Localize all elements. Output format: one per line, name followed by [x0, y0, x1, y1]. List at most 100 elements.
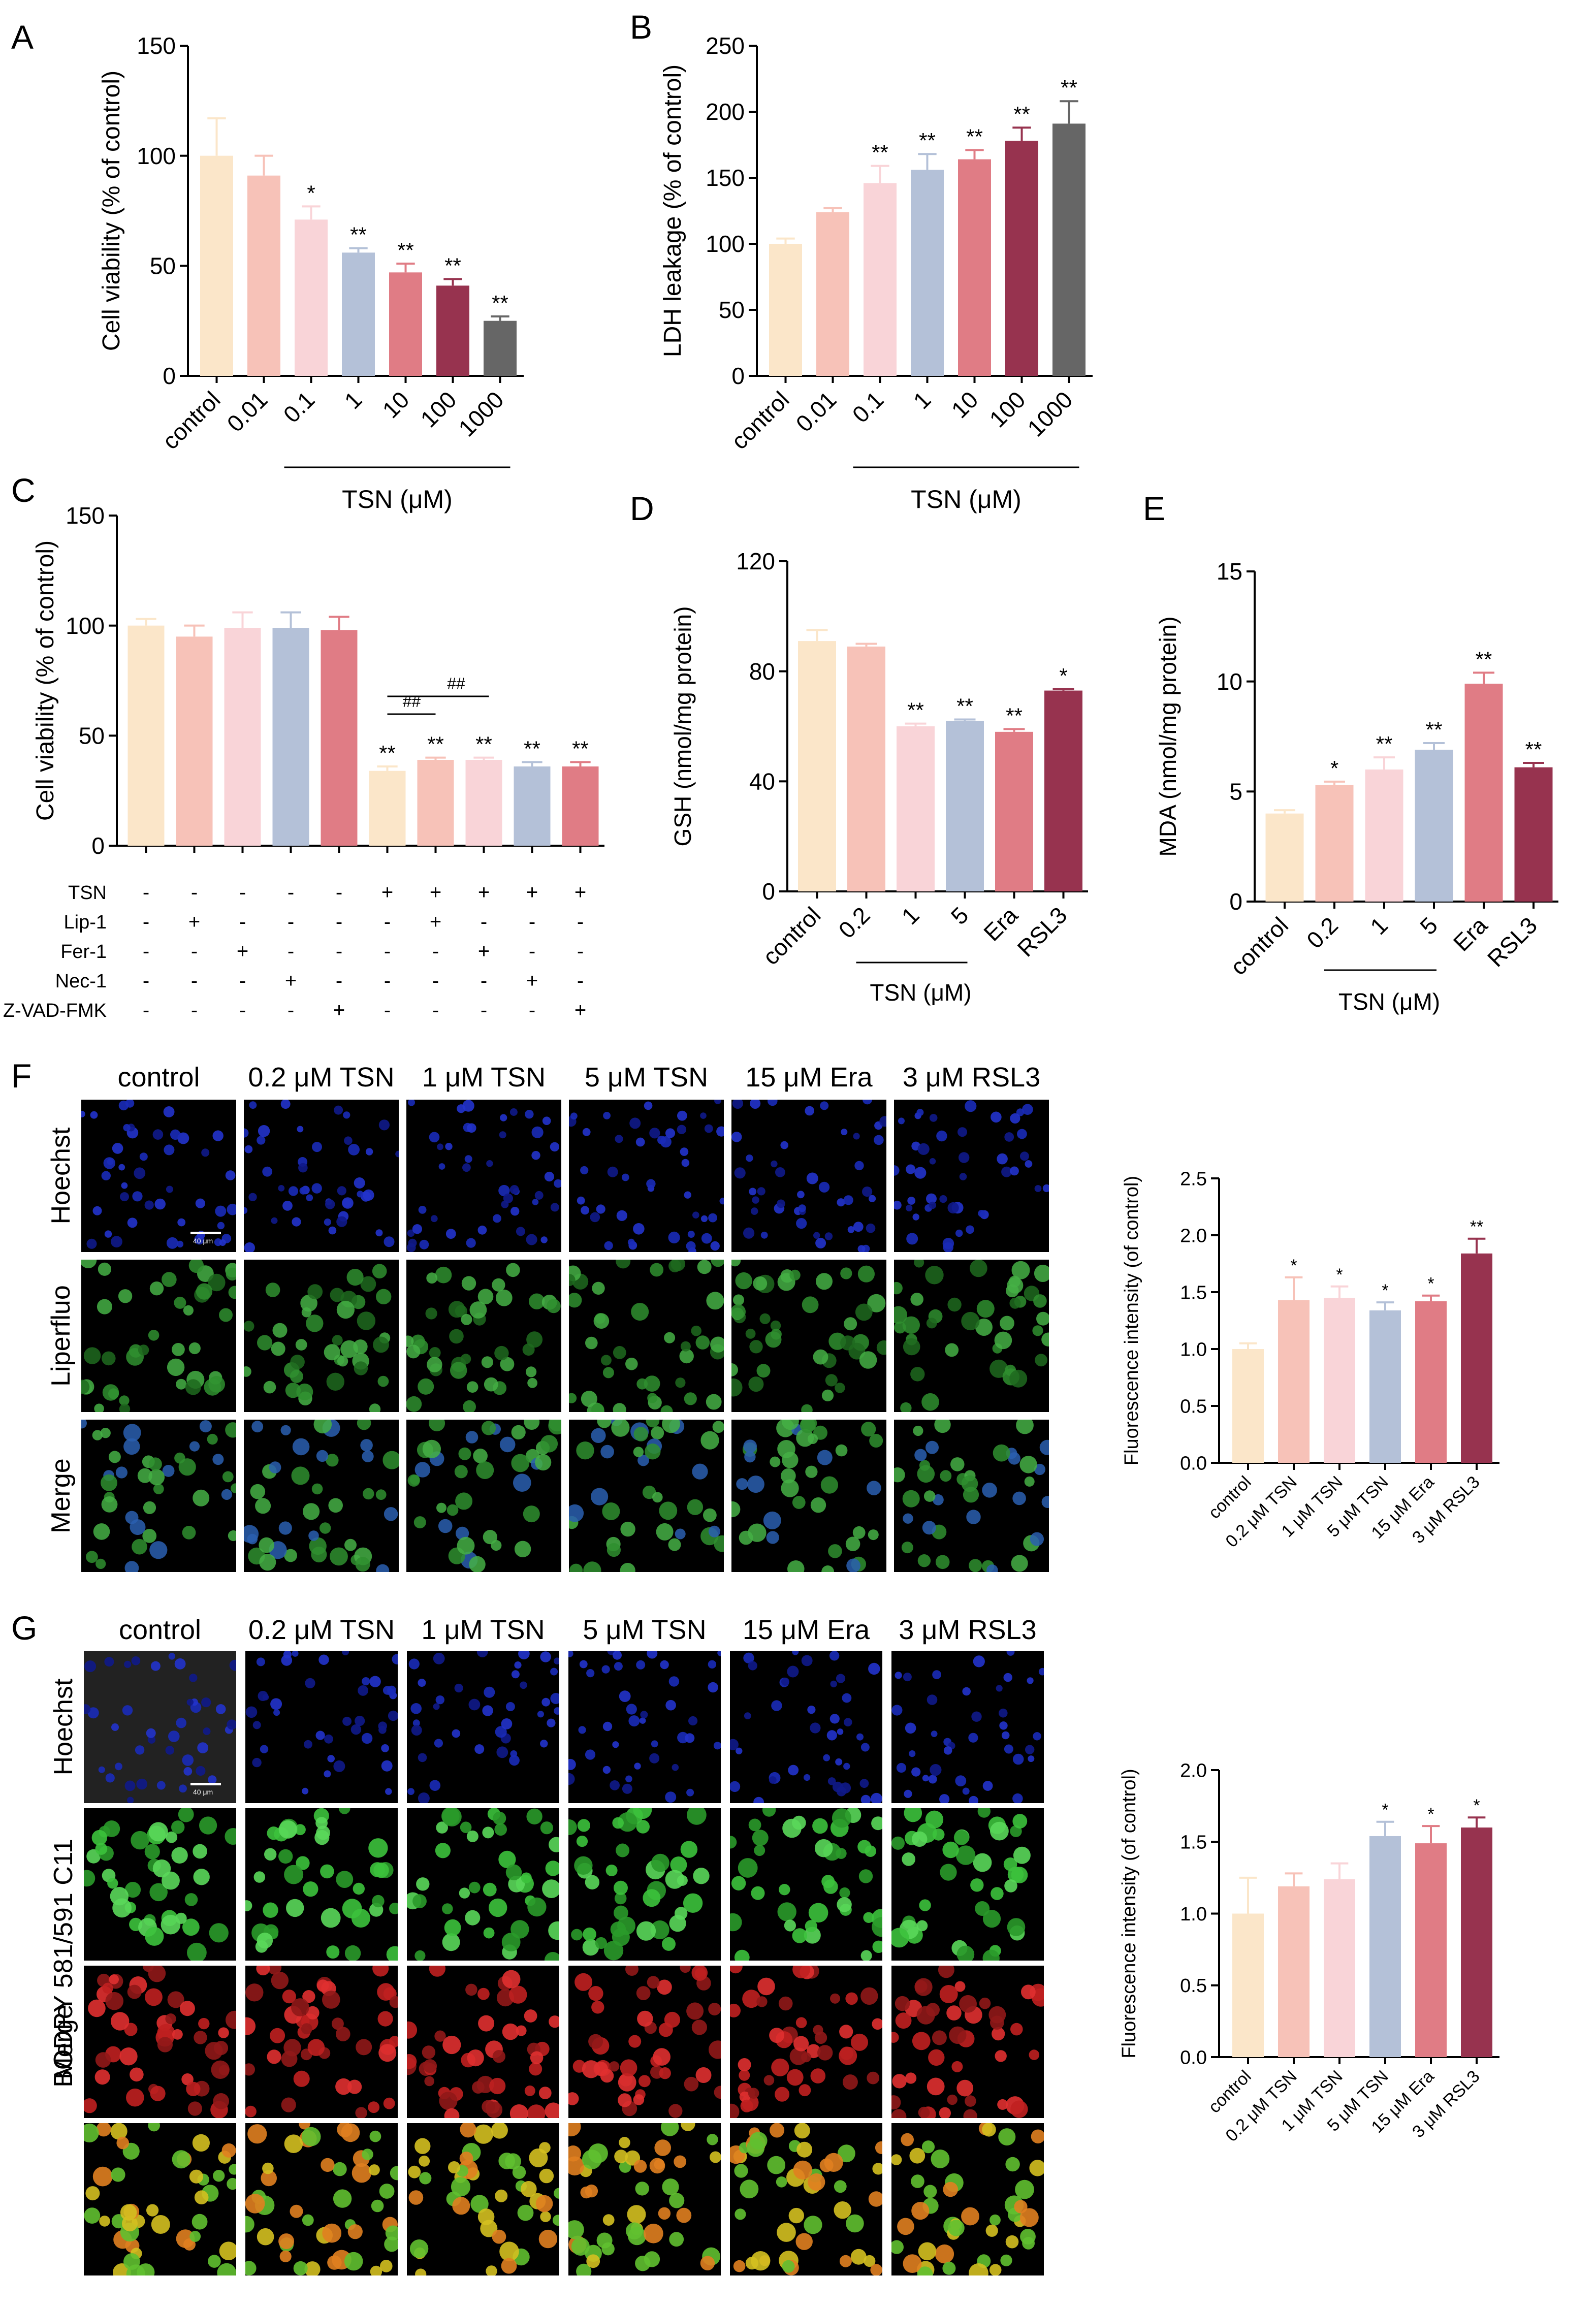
cell-dot: [727, 1739, 739, 1750]
cell-dot: [620, 1521, 635, 1537]
cell-dot: [949, 2026, 967, 2044]
cell-dot: [92, 1206, 102, 1215]
cell-dot: [947, 2227, 960, 2240]
cell-dot: [633, 1223, 645, 1235]
cell-dot: [257, 2228, 274, 2246]
cell-dot: [466, 2167, 480, 2181]
cell-dot: [90, 1111, 98, 1119]
cell-dot: [571, 2237, 590, 2256]
cell-dot: [794, 1207, 802, 1215]
treatment-sign: -: [481, 911, 487, 933]
cell-dot: [535, 1454, 552, 1471]
cell-dot: [669, 1419, 685, 1434]
cell-dot: [716, 1126, 727, 1137]
cell-dot: [868, 1662, 880, 1675]
cell-dot: [583, 1561, 601, 1580]
cell-dot: [733, 2260, 746, 2272]
cell-dot: [540, 2211, 551, 2222]
cell-dot: [279, 1818, 298, 1838]
cell-dot: [92, 1430, 103, 1440]
bar: [1324, 1879, 1355, 2057]
cell-dot: [462, 2143, 481, 2162]
cell-dot: [905, 1722, 916, 1734]
treatment-sign: -: [529, 999, 535, 1021]
cell-dot: [714, 1097, 721, 1104]
cell-dot: [824, 1232, 833, 1240]
image-row-label: Merge: [49, 2004, 78, 2079]
cell-dot: [181, 2073, 194, 2086]
cell-dot: [531, 1151, 540, 1160]
cell-dot: [888, 2032, 899, 2043]
cell-dot: [710, 1344, 725, 1360]
cell-dot: [95, 2052, 111, 2068]
cell-dot: [342, 1197, 354, 1209]
cell-dot: [824, 2153, 843, 2172]
cell-dot: [549, 1837, 564, 1852]
cell-dot: [192, 2134, 210, 2152]
cell-dot: [549, 2015, 561, 2028]
cell-dot: [78, 1110, 85, 1117]
cell-dot: [239, 1128, 249, 1138]
cell-dot: [472, 2081, 485, 2094]
cell-dot: [473, 2124, 493, 2144]
x-tick-label: 1: [908, 386, 936, 414]
cell-dot: [706, 1292, 724, 1310]
cell-dot: [384, 2236, 400, 2252]
cell-dot: [174, 1658, 186, 1670]
cell-dots: [82, 1961, 244, 2119]
cell-dot: [901, 2133, 914, 2146]
cell-dot: [322, 1991, 340, 2009]
treatment-sign: -: [336, 881, 342, 904]
cell-dot: [300, 1294, 317, 1312]
cell-dot: [724, 1378, 743, 1397]
cell-dot: [209, 1371, 222, 1385]
cell-dot: [843, 1762, 850, 1770]
microscopy-image: [402, 1260, 561, 1414]
cell-dot: [633, 1427, 649, 1441]
cell-dot: [357, 1416, 371, 1430]
cell-dot: [801, 1415, 817, 1431]
cell-dot: [326, 1372, 344, 1391]
cell-dot: [147, 1825, 166, 1845]
cell-dot: [596, 1204, 605, 1214]
y-axis-label: Fluorescence intensity (of control): [1121, 1176, 1142, 1465]
cell-dot: [842, 1693, 852, 1703]
cell-dot: [906, 1334, 917, 1345]
significance-label: **: [1426, 718, 1443, 742]
cell-dot: [976, 1300, 995, 1318]
cell-dot: [290, 1355, 305, 1369]
cell-dot: [245, 2105, 257, 2118]
cell-dot: [925, 1440, 939, 1454]
cell-dot: [496, 1989, 514, 2007]
cell-dot: [419, 2062, 433, 2076]
cell-dot: [860, 1743, 870, 1752]
cell-dot: [413, 1339, 429, 1355]
cell-dot: [935, 1555, 950, 1569]
cell-dot: [344, 1136, 353, 1145]
microscopy-image: [731, 1095, 890, 1253]
cell-dot: [612, 1741, 619, 1748]
significance-label: *: [1382, 1281, 1388, 1300]
cell-dot: [821, 1353, 837, 1368]
cell-dot: [211, 2060, 230, 2079]
cell-dot: [175, 1912, 187, 1924]
cell-dot: [225, 1170, 236, 1180]
cell-dot: [819, 2158, 834, 2172]
cell-dot: [665, 1128, 676, 1138]
cell-dot: [574, 1856, 593, 1875]
bar: [389, 272, 422, 376]
cell-dot: [221, 1234, 232, 1243]
cell-dot: [903, 1513, 913, 1524]
cell-dot: [300, 2048, 312, 2061]
cell-dot: [814, 1839, 833, 1857]
cell-dot: [284, 2134, 303, 2153]
image-column-header: 5 μM TSN: [583, 1615, 707, 1645]
cell-dot: [749, 1340, 763, 1354]
cell-dot: [780, 1269, 794, 1283]
cell-dot: [411, 1334, 425, 1349]
y-tick-label: 100: [706, 231, 745, 257]
cell-dot: [94, 2069, 110, 2085]
cell-dot: [710, 1241, 720, 1251]
cell-dot: [860, 1950, 872, 1962]
